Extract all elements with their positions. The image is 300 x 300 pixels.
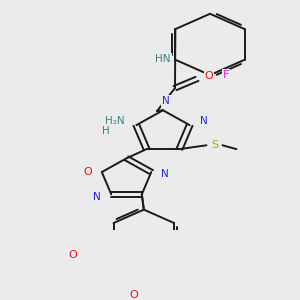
Text: H: H [103,126,110,136]
Text: S: S [211,140,218,150]
Text: F: F [223,70,229,80]
Text: O: O [68,250,77,260]
Text: HN: HN [155,54,171,64]
Text: H₂N: H₂N [105,116,124,126]
Text: O: O [205,71,213,81]
Text: O: O [129,290,138,300]
Text: N: N [200,116,208,126]
Text: N: N [161,169,169,179]
Text: O: O [83,167,92,177]
Text: N: N [162,96,170,106]
Text: N: N [93,192,101,202]
